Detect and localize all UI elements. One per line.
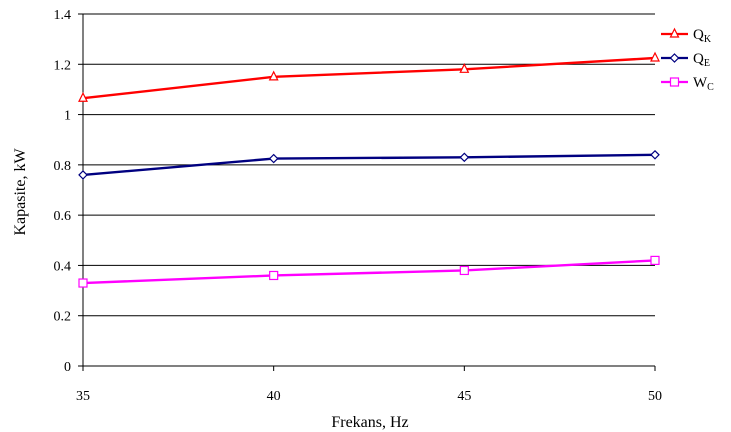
legend: QK QE WC <box>661 27 714 93</box>
x-tick-label: 40 <box>267 389 281 404</box>
series-line <box>82 56 656 100</box>
series-line <box>82 259 656 285</box>
y-tick-label: 0 <box>64 360 71 375</box>
y-tick-label: 1 <box>64 109 71 124</box>
legend-item: WC <box>661 75 714 93</box>
data-point <box>78 91 88 102</box>
legend-marker <box>669 53 680 63</box>
data-point <box>459 62 470 73</box>
x-tick-label: 35 <box>76 389 90 404</box>
legend-label: QK <box>693 27 712 45</box>
x-axis-title: Frekans, Hz <box>331 414 408 431</box>
series-q-e <box>78 149 660 180</box>
series-line <box>82 153 656 177</box>
data-point <box>78 278 88 288</box>
data-point <box>650 149 660 160</box>
data-point <box>268 153 279 164</box>
data-point <box>78 170 88 180</box>
y-tick-label: 0.4 <box>54 259 72 274</box>
legend-marker <box>669 27 680 38</box>
legend-label: WC <box>693 75 714 93</box>
gridlines <box>78 13 656 371</box>
data-point <box>459 265 469 276</box>
data-point <box>650 51 660 62</box>
series-layer <box>78 51 660 288</box>
y-tick-labels: 0 0.2 0.4 0.6 0.8 1 1.2 1.4 <box>54 8 72 375</box>
data-point <box>459 152 470 163</box>
y-tick-label: 0.8 <box>54 159 72 174</box>
data-point <box>650 255 660 265</box>
legend-marker <box>669 77 680 87</box>
y-tick-label: 0.6 <box>54 209 72 224</box>
x-tick-label: 50 <box>648 389 662 404</box>
legend-item: QK <box>661 27 712 45</box>
data-point <box>269 270 279 281</box>
y-tick-label: 1.2 <box>54 58 72 73</box>
x-tick-label: 45 <box>457 389 471 404</box>
series-w-c <box>78 255 660 288</box>
data-point <box>268 70 279 81</box>
y-tick-label: 1.4 <box>54 8 72 23</box>
series-q-k <box>78 51 660 102</box>
legend-item: QE <box>661 51 710 69</box>
legend-label: QE <box>693 51 710 69</box>
x-tick-labels: 35 40 45 50 <box>76 389 662 404</box>
y-tick-label: 0.2 <box>54 310 72 325</box>
y-axis-title: Kapasite, kW <box>12 148 29 236</box>
